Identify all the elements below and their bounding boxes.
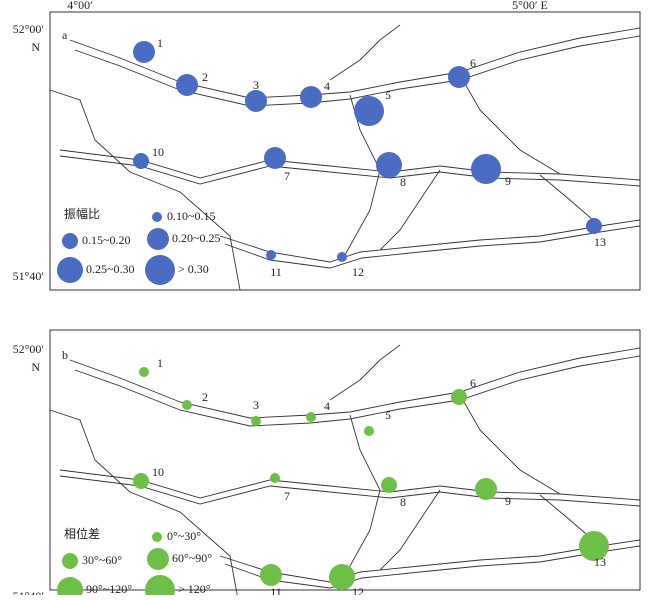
lat-label: 52°00′ xyxy=(13,22,45,36)
legend-label: 0.10~0.15 xyxy=(167,209,216,223)
lon-label: 5°00′ E xyxy=(512,0,548,12)
station-label: 3 xyxy=(253,398,259,412)
legend-symbol xyxy=(147,228,169,250)
legend-label: 0°~30° xyxy=(167,529,201,543)
station-circle xyxy=(306,412,316,422)
legend-label: > 120° xyxy=(178,582,211,595)
rivers xyxy=(49,344,641,600)
station-label: 9 xyxy=(505,494,511,508)
map-panel: b 52°00′ N 51°40′ 相位差 0°~30° 30°~60° 60°~90° 90°… xyxy=(13,329,641,600)
legend-symbol xyxy=(147,548,169,570)
station-circle xyxy=(329,564,355,590)
station-circle xyxy=(182,400,192,410)
station-circle xyxy=(337,252,347,262)
station-label: 7 xyxy=(284,169,290,183)
station-label: 13 xyxy=(594,555,606,569)
map-panel: a 52°00′ N 51°40′ 振幅比 0.10~0.15 0.15~0.20 0.20~… xyxy=(13,11,641,291)
legend-label: 0.25~0.30 xyxy=(86,262,135,276)
station-circle xyxy=(300,86,322,108)
station-label: 9 xyxy=(505,174,511,188)
legend-label: > 0.30 xyxy=(178,262,209,276)
station-label: 11 xyxy=(270,585,282,595)
station-circle xyxy=(133,41,155,63)
station-label: 5 xyxy=(385,88,391,102)
legend-label: 30°~60° xyxy=(82,553,122,567)
legend-label: 60°~90° xyxy=(172,551,212,565)
lat-label: N xyxy=(31,360,40,374)
panel-label: a xyxy=(62,28,68,42)
lon-label: 4°00′ xyxy=(67,0,93,12)
station-circle xyxy=(264,147,286,169)
station-circle xyxy=(475,478,497,500)
station-circle xyxy=(251,416,261,426)
lat-label: 52°00′ xyxy=(13,342,45,356)
legend-symbol xyxy=(62,553,78,569)
panel-frame xyxy=(49,11,641,291)
station-label: 10 xyxy=(152,465,164,479)
station-circle xyxy=(176,74,198,96)
station-label: 3 xyxy=(253,78,259,92)
station-label: 4 xyxy=(324,399,330,413)
station-label: 4 xyxy=(324,79,330,93)
legend-symbol xyxy=(62,233,78,249)
station-circle xyxy=(139,367,149,377)
station-label: 11 xyxy=(270,265,282,279)
station-label: 8 xyxy=(400,495,406,509)
lat-label: 51°40′ xyxy=(13,269,45,283)
station-circle xyxy=(260,564,282,586)
station-circle xyxy=(133,153,149,169)
station-label: 1 xyxy=(157,36,163,50)
station-circle xyxy=(448,66,470,88)
legend-symbol xyxy=(145,575,175,600)
station-label: 12 xyxy=(352,265,364,279)
lat-label: N xyxy=(31,40,40,54)
station-circle xyxy=(376,152,402,178)
station-circle xyxy=(266,250,276,260)
panel-frame xyxy=(49,329,641,591)
station-circle xyxy=(381,477,397,493)
legend-label: 90°~120° xyxy=(86,582,132,595)
station-label: 2 xyxy=(202,70,208,84)
legend-symbol xyxy=(57,257,83,283)
legend-symbol xyxy=(152,532,162,542)
station-circle xyxy=(586,218,602,234)
station-label: 8 xyxy=(400,175,406,189)
station-circle xyxy=(579,531,609,561)
station-label: 12 xyxy=(352,585,364,595)
station-label: 10 xyxy=(152,145,164,159)
legend-symbol xyxy=(57,577,83,600)
legend-label: 0.15~0.20 xyxy=(82,233,131,247)
station-label: 2 xyxy=(202,390,208,404)
station-label: 1 xyxy=(157,356,163,370)
panels: a 52°00′ N 51°40′ 振幅比 0.10~0.15 0.15~0.20 0.20~… xyxy=(13,11,641,600)
station-circle xyxy=(270,473,280,483)
station-circle xyxy=(354,96,384,126)
station-circle xyxy=(245,90,267,112)
legend-label: 0.20~0.25 xyxy=(172,231,221,245)
legend-title: 振幅比 xyxy=(64,206,100,221)
station-circle xyxy=(364,426,374,436)
legend-title: 相位差 xyxy=(64,526,100,541)
station-label: 5 xyxy=(385,408,391,422)
station-circle xyxy=(471,154,501,184)
station-circle xyxy=(133,473,149,489)
lat-label: 51°40′ xyxy=(13,589,45,595)
station-circle xyxy=(451,389,467,405)
station-label: 6 xyxy=(470,56,476,70)
legend-symbol xyxy=(152,212,162,222)
panel-label: b xyxy=(62,348,68,362)
legend-symbol xyxy=(145,255,175,285)
station-label: 13 xyxy=(594,235,606,249)
station-label: 7 xyxy=(284,489,290,503)
station-label: 6 xyxy=(470,376,476,390)
